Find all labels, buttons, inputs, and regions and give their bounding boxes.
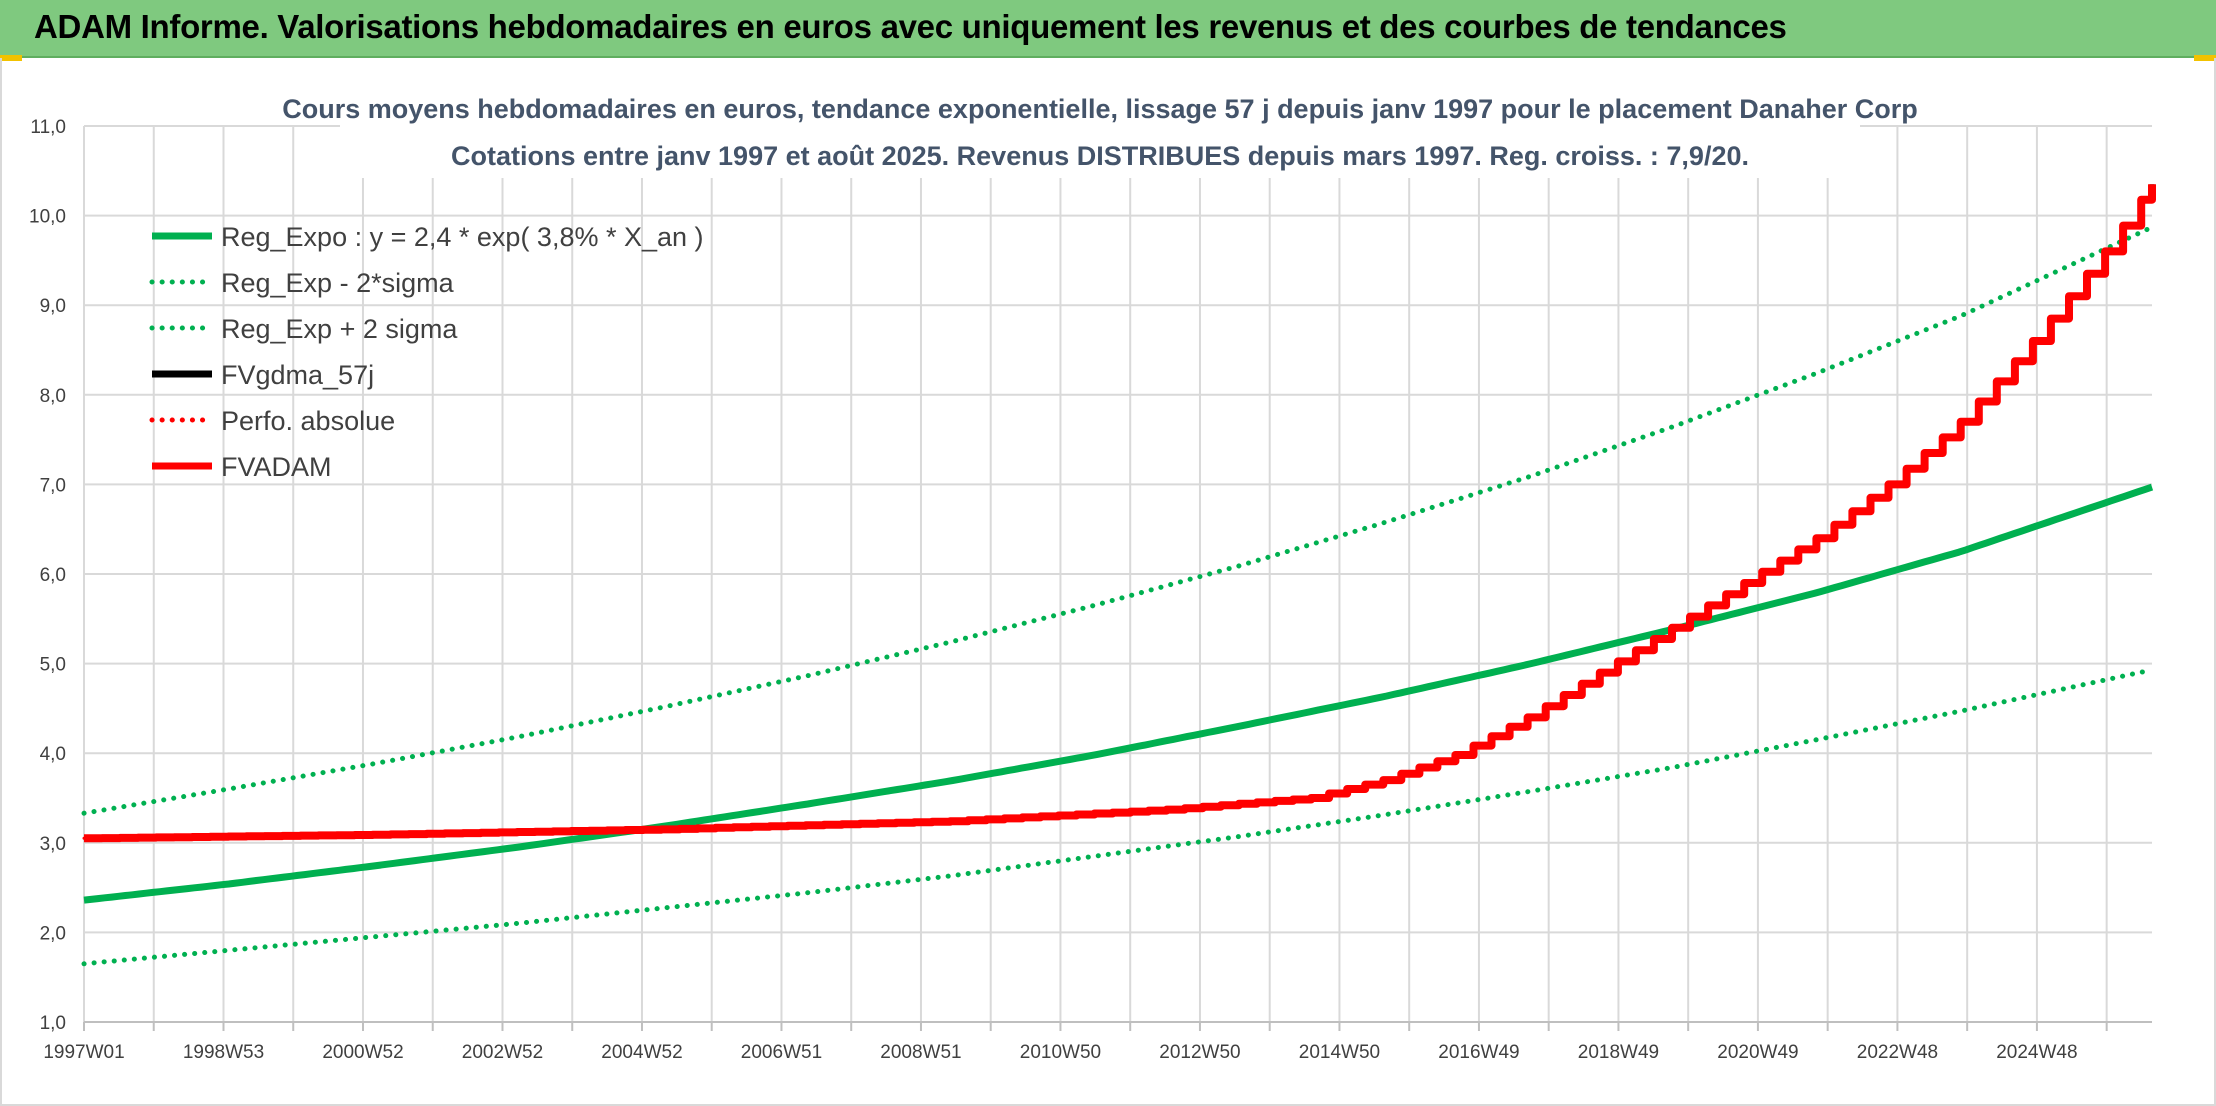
- perfo-absolue-line: [82, 182, 2154, 840]
- x-tick-label: 2000W52: [322, 1042, 403, 1063]
- reg-expo-line: [83, 483, 2154, 904]
- x-tick-label: 1997W01: [43, 1042, 124, 1063]
- x-tick-label: 2016W49: [1438, 1042, 1519, 1063]
- x-tick-label: 2006W51: [741, 1042, 822, 1063]
- x-tick-label: 2022W48: [1857, 1042, 1938, 1063]
- x-tick-label: 2012W50: [1159, 1042, 1240, 1063]
- legend-label: FVADAM: [221, 452, 332, 482]
- x-tick-label: 2010W50: [1020, 1042, 1101, 1063]
- y-tick-label: 4,0: [40, 744, 66, 765]
- chart-area: [0, 58, 2216, 1106]
- legend-label: FVgdma_57j: [221, 360, 374, 390]
- y-tick-label: 6,0: [40, 565, 66, 586]
- y-tick-label: 5,0: [40, 655, 66, 676]
- corner-marker-left: [0, 55, 22, 61]
- legend-label: Reg_Exp + 2 sigma: [221, 314, 458, 344]
- report-banner: ADAM Informe. Valorisations hebdomadaire…: [0, 0, 2216, 58]
- y-tick-label: 7,0: [40, 475, 66, 496]
- legend-label: Perfo. absolue: [221, 406, 395, 436]
- x-tick-label: 2024W48: [1996, 1042, 2077, 1063]
- x-tick-label: 2008W51: [880, 1042, 961, 1063]
- corner-marker-right: [2194, 55, 2216, 61]
- x-tick-label: 1998W53: [183, 1042, 264, 1063]
- chart-subtitle: Cotations entre janv 1997 et août 2025. …: [451, 141, 1749, 171]
- y-tick-label: 2,0: [40, 923, 66, 944]
- y-tick-label: 8,0: [40, 386, 66, 407]
- x-tick-label: 2004W52: [601, 1042, 682, 1063]
- report-title: ADAM Informe. Valorisations hebdomadaire…: [34, 8, 1787, 45]
- series-layer: [81, 182, 2156, 967]
- axis-layer: 1,0 2,0 3,0 4,0 5,0 6,0 7,0 8,0 9,0 10,0 11,0 1997W…: [29, 117, 2152, 1063]
- chart-title-backdrop: [340, 86, 1860, 178]
- grid-layer: [83, 125, 2152, 1023]
- y-tick-label: 1,0: [40, 1013, 66, 1034]
- x-tick-label: 2018W49: [1578, 1042, 1659, 1063]
- legend-label: Reg_Expo : y = 2,4 * exp( 3,8% * X_an ): [221, 222, 704, 252]
- y-tick-label: 3,0: [40, 834, 66, 855]
- chart-title: Cours moyens hebdomadaires en euros, ten…: [282, 94, 1918, 124]
- reg-minus-2sigma-line: [81, 667, 2155, 967]
- y-tick-label: 9,0: [40, 296, 66, 317]
- x-tick-label: 2014W50: [1299, 1042, 1380, 1063]
- x-tick-label: 2020W49: [1717, 1042, 1798, 1063]
- y-tick-label: 10,0: [29, 207, 66, 228]
- legend: Reg_Expo : y = 2,4 * exp( 3,8% * X_an ) R…: [149, 222, 704, 482]
- y-tick-label: 11,0: [30, 117, 66, 138]
- x-tick-label: 2002W52: [462, 1042, 543, 1063]
- legend-label: Reg_Exp - 2*sigma: [221, 268, 455, 298]
